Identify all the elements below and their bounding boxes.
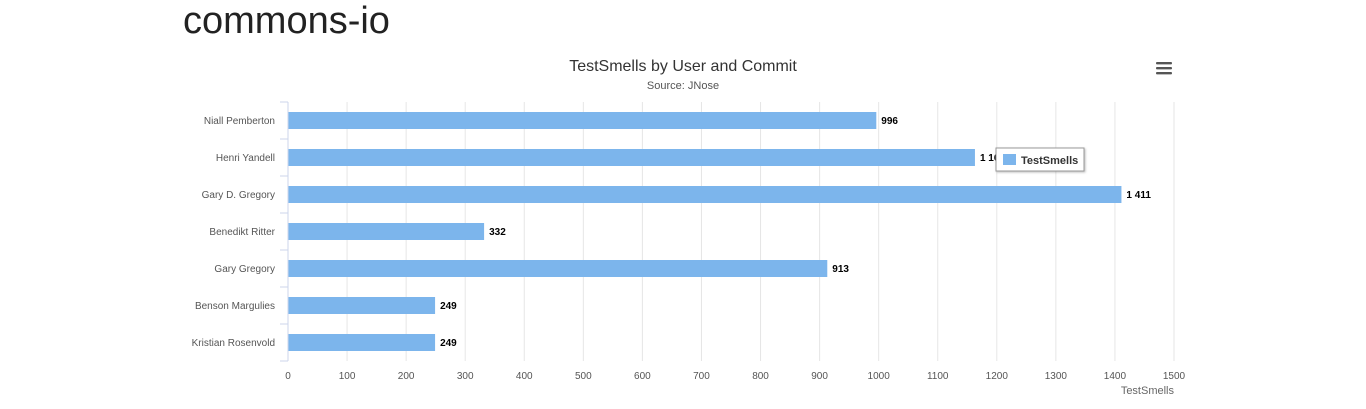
category-label: Benson Margulies — [195, 301, 275, 312]
category-labels: Niall Pemberton Henri Yandell Gary D. Greg… — [192, 116, 276, 349]
bar[interactable] — [288, 334, 436, 351]
category-axis — [280, 101, 289, 362]
value-axis-ticks: 0 100 200 300 400 500 600 700 800 900 1000 1100 1200… — [285, 371, 1185, 382]
data-label: 1 163 — [980, 153, 1005, 164]
data-label: 332 — [489, 227, 506, 238]
hamburger-menu-icon — [1156, 62, 1172, 75]
chart-title: TestSmells by User and Commit — [569, 58, 797, 75]
x-tick-label: 100 — [339, 371, 356, 382]
data-label: 996 — [881, 116, 898, 127]
bars — [288, 112, 1122, 351]
legend[interactable]: TestSmells — [995, 147, 1085, 172]
x-tick-label: 700 — [693, 371, 710, 382]
category-label: Gary D. Gregory — [202, 190, 275, 201]
x-tick-label: 0 — [285, 371, 291, 382]
bar[interactable] — [288, 260, 828, 277]
x-axis-title: TestSmells — [1121, 385, 1175, 397]
category-label: Niall Pemberton — [204, 116, 275, 127]
category-label: Henri Yandell — [216, 153, 275, 164]
data-label: 1 411 — [1126, 190, 1151, 201]
x-tick-label: 1500 — [1163, 371, 1186, 382]
category-label: Benedikt Ritter — [209, 227, 275, 238]
data-label: 913 — [832, 264, 849, 275]
x-tick-label: 1300 — [1045, 371, 1068, 382]
x-tick-label: 1000 — [868, 371, 891, 382]
chart-menu-button[interactable] — [1150, 56, 1178, 80]
bar[interactable] — [288, 223, 485, 240]
category-label: Gary Gregory — [214, 264, 275, 275]
x-tick-label: 900 — [811, 371, 828, 382]
x-tick-label: 1100 — [927, 371, 949, 382]
legend-swatch — [1003, 154, 1016, 165]
x-tick-label: 200 — [398, 371, 415, 382]
x-tick-label: 1200 — [986, 371, 1009, 382]
bar[interactable] — [288, 186, 1122, 203]
legend-item-testsmells[interactable]: TestSmells — [1021, 155, 1078, 167]
data-label: 249 — [440, 338, 457, 349]
x-tick-label: 300 — [457, 371, 474, 382]
bar[interactable] — [288, 149, 975, 166]
bar[interactable] — [288, 297, 436, 314]
grid-lines — [346, 102, 1175, 361]
category-label: Kristian Rosenvold — [192, 338, 275, 349]
x-tick-label: 400 — [516, 371, 533, 382]
bar[interactable] — [288, 112, 877, 129]
x-tick-label: 800 — [752, 371, 769, 382]
x-tick-label: 500 — [575, 371, 592, 382]
x-tick-label: 600 — [634, 371, 651, 382]
chart-subtitle: Source: JNose — [647, 80, 719, 92]
x-tick-label: 1400 — [1104, 371, 1127, 382]
data-label: 249 — [440, 301, 457, 312]
page-title: commons-io — [183, 0, 390, 42]
data-labels: 996 1 163 1 411 332 913 249 249 — [440, 116, 1151, 349]
